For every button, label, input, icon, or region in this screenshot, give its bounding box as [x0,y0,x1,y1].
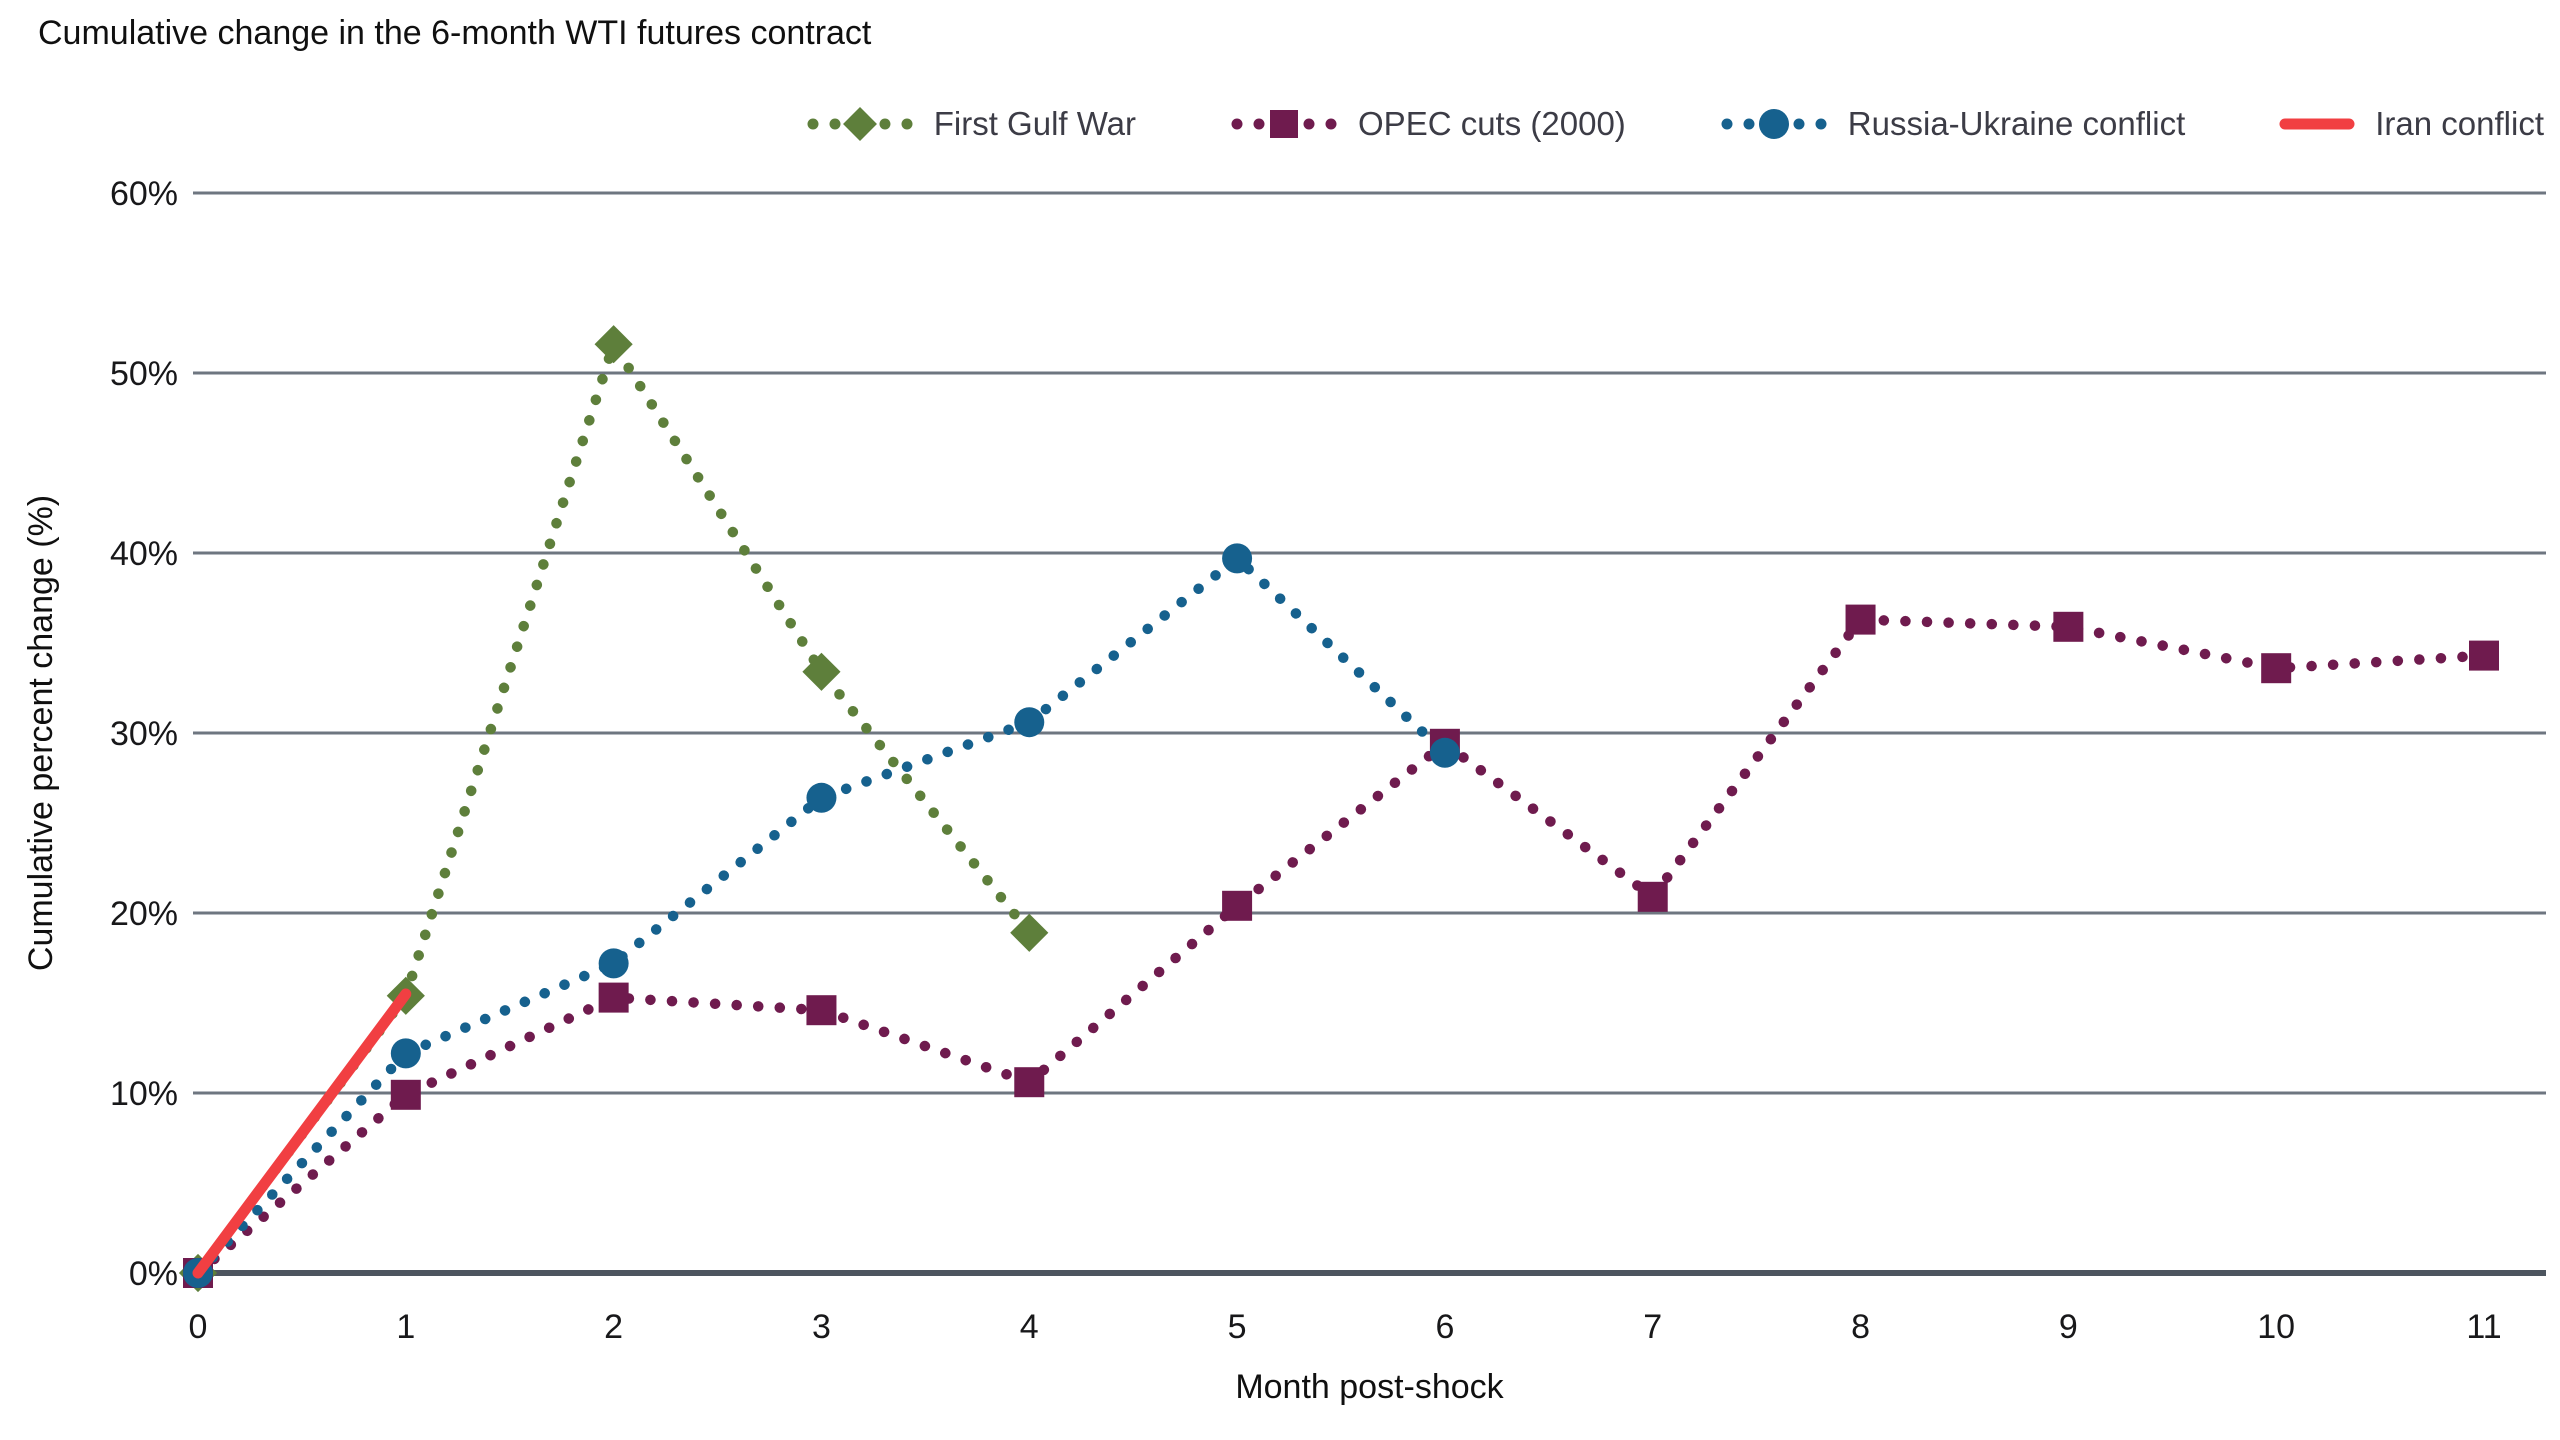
marker-opec-cuts-2000-month-5 [1222,890,1253,921]
y-tick-label: 50% [110,355,178,393]
x-tick-label: 11 [2466,1308,2501,1346]
series-line-first-gulf-war [192,338,1035,1279]
legend-label: Iran conflict [2375,105,2544,142]
marker-opec-cuts-2000-month-7 [1637,881,1668,912]
marker-opec-cuts-2000-month-8 [1845,604,1876,635]
x-tick-label: 3 [812,1308,831,1346]
dotted-diamond-legend-icon [807,107,913,141]
marker-russia-ukraine-conflict-month-1 [390,1038,421,1069]
marker-first-gulf-war-month-3 [802,652,841,691]
y-tick-label: 60% [110,175,178,213]
legend: First Gulf War OPEC cuts (2000) Russia-U… [804,104,2544,144]
marker-russia-ukraine-conflict-month-3 [806,782,837,813]
y-tick-label: 30% [110,715,178,753]
marker-opec-cuts-2000-month-2 [598,982,629,1013]
legend-label: Russia-Ukraine conflict [1847,105,2186,142]
y-axis-title: Cumulative percent change (%) [22,495,60,971]
legend-item-russia-ukraine: Russia-Ukraine conflict [1718,104,2185,144]
legend-item-first-gulf-war: First Gulf War [804,104,1136,144]
marker-russia-ukraine-conflict-month-4 [1014,707,1045,738]
x-tick-label: 9 [2059,1308,2078,1346]
x-tick-label: 1 [396,1308,415,1346]
marker-first-gulf-war-month-2 [594,325,633,364]
legend-label: OPEC cuts (2000) [1358,105,1626,142]
series-line-opec-cuts-2000 [192,614,2490,1279]
marker-opec-cuts-2000-month-10 [2261,653,2292,684]
legend-item-opec-cuts: OPEC cuts (2000) [1228,104,1626,144]
marker-first-gulf-war-month-4 [1010,913,1049,952]
marker-opec-cuts-2000-month-4 [1014,1067,1045,1098]
y-tick-label: 0% [129,1255,178,1293]
x-tick-label: 7 [1643,1308,1662,1346]
x-tick-label: 2 [604,1308,623,1346]
chart-title: Cumulative change in the 6-month WTI fut… [38,14,872,52]
marker-opec-cuts-2000-month-3 [806,995,837,1026]
x-tick-label: 6 [1435,1308,1454,1346]
marker-russia-ukraine-conflict-month-5 [1222,543,1253,574]
marker-opec-cuts-2000-month-1 [390,1079,421,1110]
solid-line-legend-icon [2279,118,2355,130]
x-tick-label: 5 [1228,1308,1247,1346]
marker-opec-cuts-2000-month-9 [2053,611,2084,642]
marker-opec-cuts-2000-month-11 [2469,640,2499,671]
x-tick-label: 10 [2257,1308,2295,1346]
x-axis-title: Month post-shock [1235,1368,1504,1406]
marker-russia-ukraine-conflict-month-6 [1429,737,1460,768]
marker-russia-ukraine-conflict-month-2 [598,948,629,979]
y-tick-label: 40% [110,535,178,573]
legend-item-iran-conflict: Iran conflict [2277,104,2544,144]
y-tick-label: 20% [110,895,178,933]
dotted-square-legend-icon [1231,110,1337,138]
series-line-iran-conflict [192,988,412,1279]
x-tick-label: 8 [1851,1308,1870,1346]
x-tick-label: 4 [1020,1308,1039,1346]
y-tick-label: 10% [110,1075,178,1113]
x-tick-label: 0 [189,1308,208,1346]
legend-label: First Gulf War [933,105,1137,142]
dotted-circle-legend-icon [1721,109,1827,139]
